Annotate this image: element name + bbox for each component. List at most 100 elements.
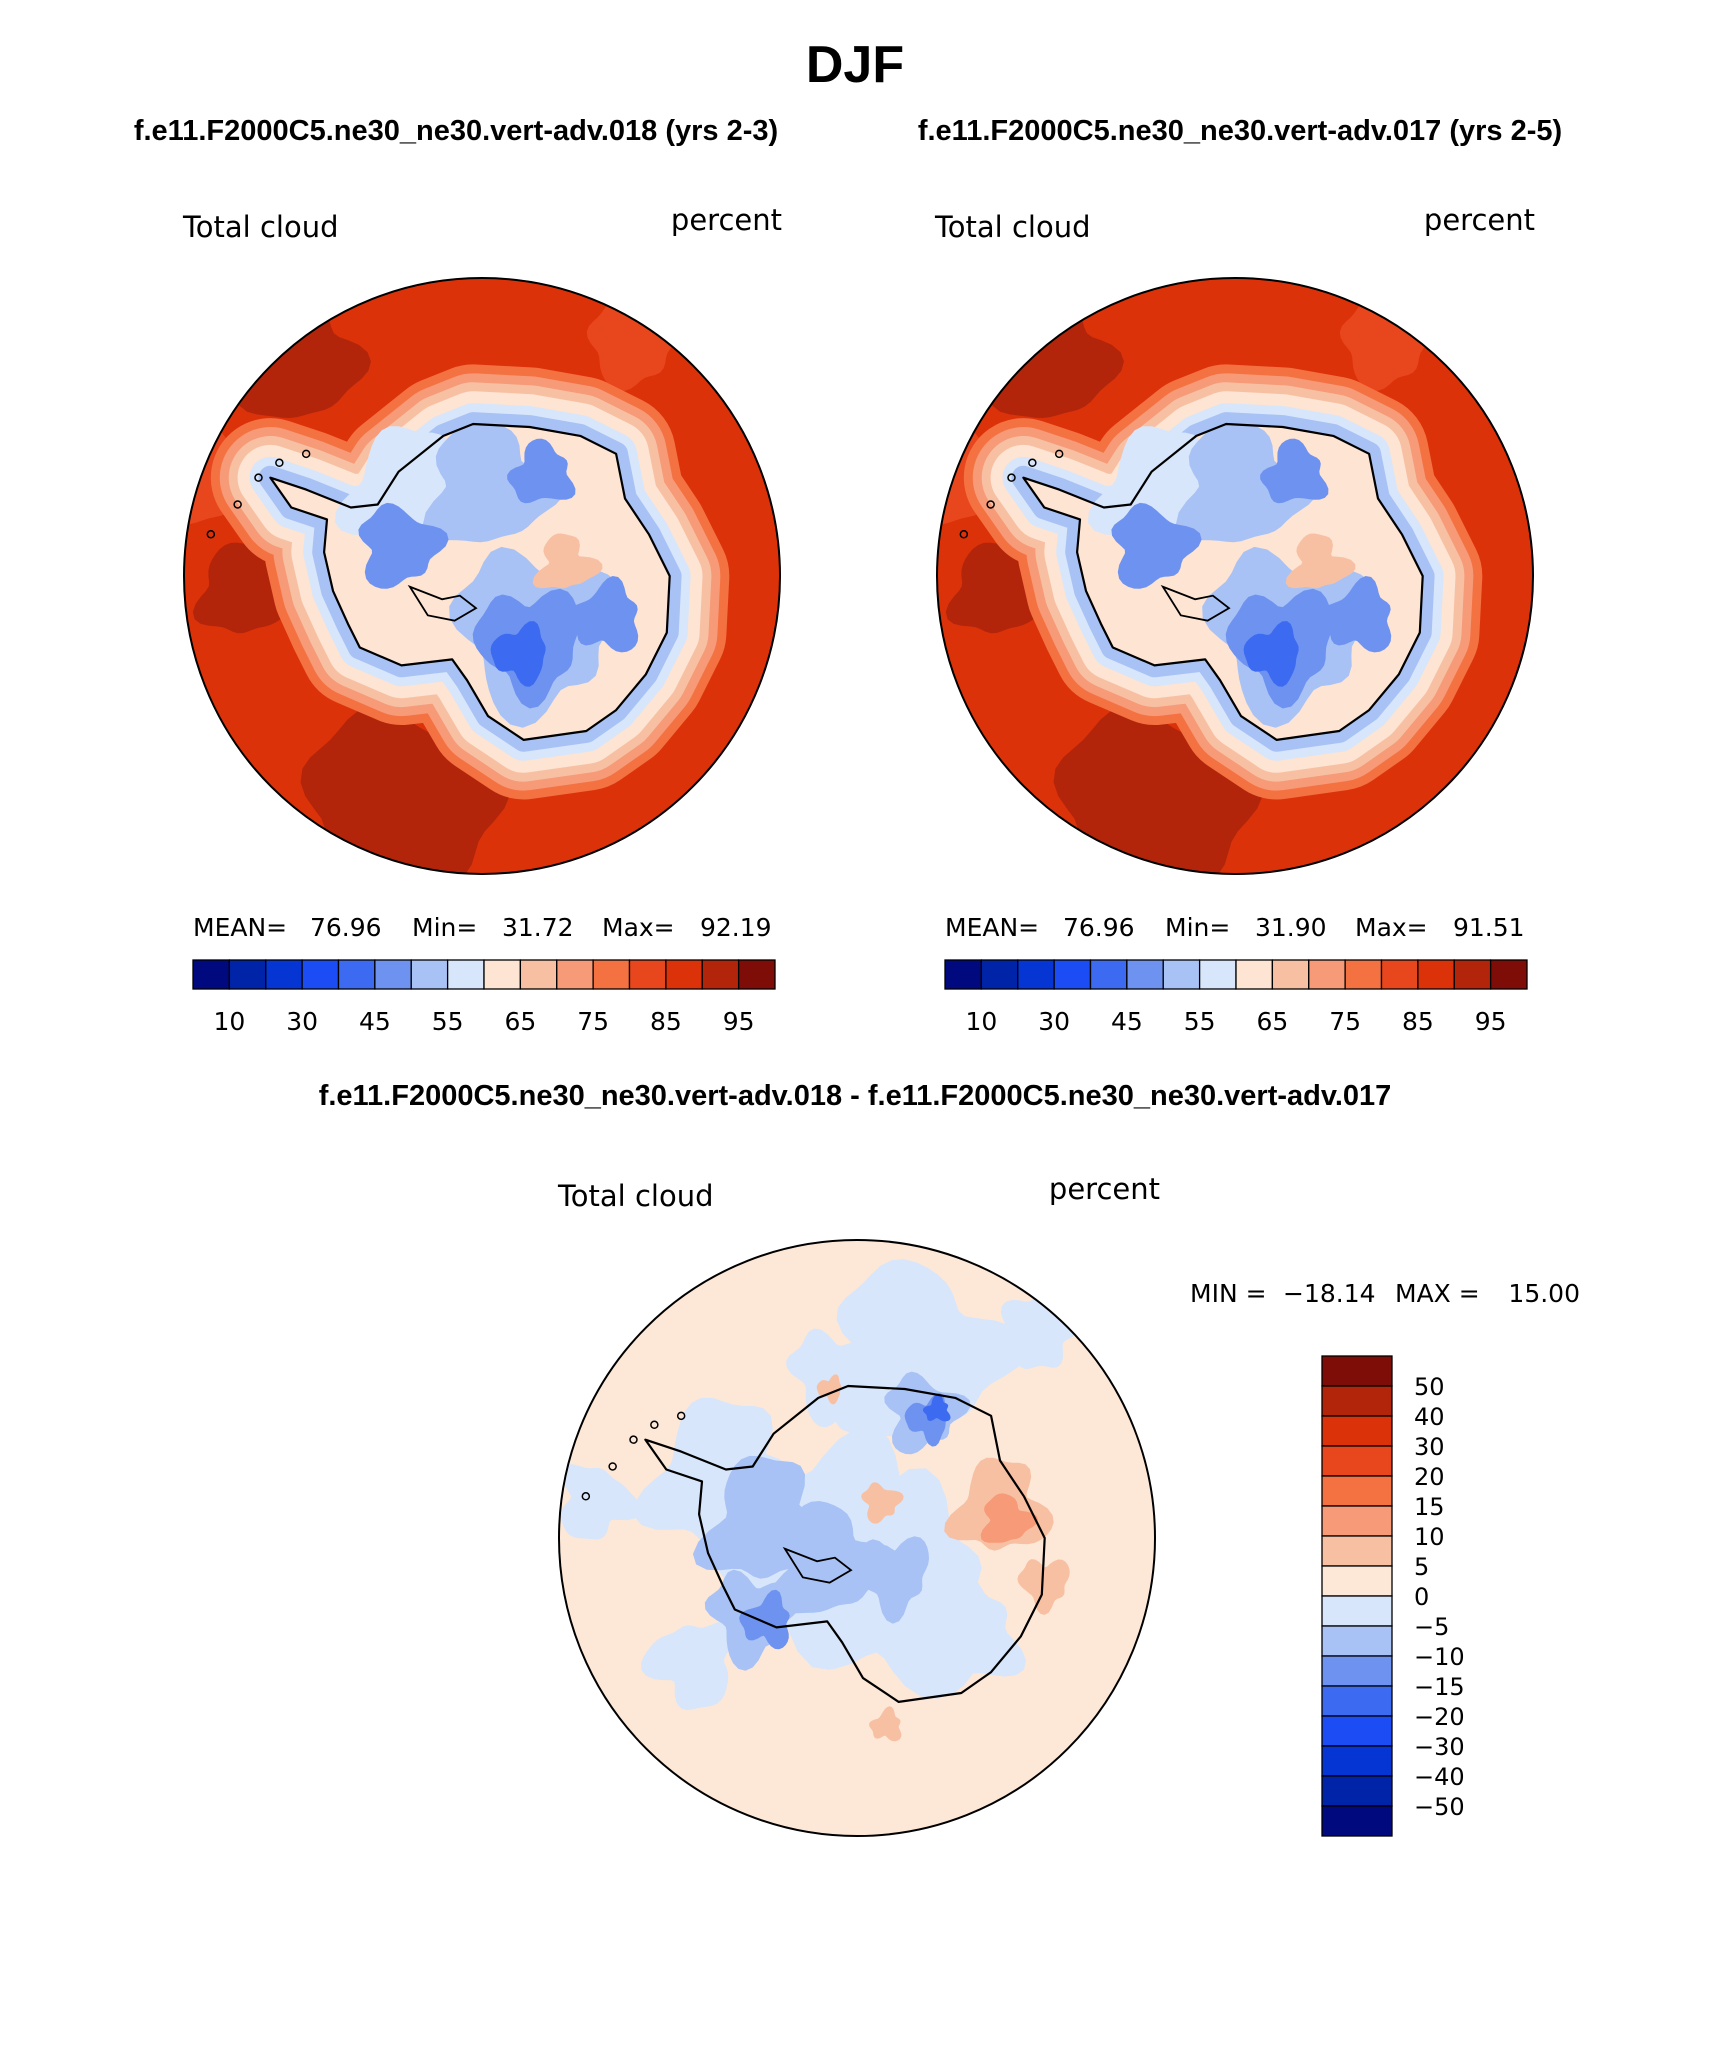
colorbar-swatch [519,959,558,990]
island-outline [959,530,969,539]
colorbar-tick-label: −15 [1414,1673,1465,1701]
colorbar-swatch [592,959,631,990]
continent-cloud-contour [507,438,576,504]
map-fill [184,278,780,874]
colorbar-swatch [1321,1475,1393,1507]
coastline [206,422,671,741]
right-max-label: Max= [1355,913,1428,942]
difference-min-label: MIN = [1190,1279,1267,1308]
antarctica-coastline [269,422,671,741]
colorbar-swatch [301,959,340,990]
colorbar-tick-label: 40 [1414,1403,1445,1431]
right-colorbar: 10 30 45 55 65 75 85 95 [944,959,1528,1036]
continent-cloud-contour [1321,576,1392,653]
colorbar-swatch [1308,959,1346,990]
island-outline [254,473,263,482]
island-outline [275,458,284,468]
difference-map-panel: Total cloud percent MIN = −18.14 MAX = 1… [557,1172,1580,1837]
colorbar-tick-label: 85 [1402,1007,1434,1036]
right-units-label: percent [1424,203,1535,237]
colorbar-swatch [1321,1685,1393,1717]
colorbar-tick-label: 85 [650,1007,682,1036]
map-fill [937,278,1533,874]
colorbar-swatch [665,959,703,990]
colorbar-swatch [1162,959,1201,990]
colorbar-tick-label: −5 [1414,1613,1449,1641]
island-outline [301,449,311,459]
colorbar-swatch [446,959,485,990]
colorbar-tick-label: 50 [1414,1373,1445,1401]
colorbar-swatch [980,959,1019,990]
colorbar-tick-label: 45 [359,1007,391,1036]
continent-cloud-contour [422,420,566,543]
colorbar-tick-label: −30 [1414,1733,1465,1761]
colorbar-tick-label: 15 [1414,1493,1445,1521]
colorbar-swatch [1198,959,1237,990]
colorbar-swatch [1321,1415,1393,1447]
difference-polar-map [558,1239,1156,1837]
left-polar-map [183,277,781,875]
colorbar-swatch [1017,959,1055,990]
left-colorbar: 10 30 45 55 65 75 85 95 [192,959,776,1036]
colorbar-tick-label: 30 [1038,1007,1070,1036]
colorbar-swatch [944,959,983,990]
colorbar-tick-label: −20 [1414,1703,1465,1731]
right-min-value: 31.90 [1255,913,1327,942]
colorbar-swatch [1321,1715,1393,1747]
difference-units-label: percent [1049,1172,1160,1206]
colorbar-tick-label: 30 [286,1007,318,1036]
colorbar-tick-label: 45 [1111,1007,1143,1036]
colorbar-swatch [410,959,449,990]
negative-band-0-minus5 [898,1568,1026,1686]
difference-variable-label: Total cloud [557,1179,713,1213]
colorbar-swatch [701,959,740,990]
colorbar-tick-label: 0 [1414,1583,1429,1611]
colorbar-tick-label: 65 [1256,1007,1288,1036]
colorbar-swatch [1321,1535,1393,1567]
map-border [183,277,781,875]
negative-band-0-minus5 [641,1620,738,1711]
colorbar-swatch [628,959,667,990]
colorbar-tick-label: 5 [1414,1553,1429,1581]
right-polar-map [936,277,1534,875]
colorbar-swatch [1321,1805,1393,1837]
island-outline [1007,473,1016,482]
colorbar-swatch [1489,959,1528,990]
colorbar-swatch [1344,959,1383,990]
colorbar-swatch [1321,1595,1393,1627]
map-fill [559,1240,1155,1836]
colorbar-swatch [228,959,267,990]
colorbar-tick-label: 95 [1475,1007,1507,1036]
right-mean-label: MEAN= [945,913,1039,942]
colorbar-tick-label: 30 [1414,1433,1445,1461]
island-outline [629,1435,638,1444]
island-outline [1028,458,1037,468]
colorbar-swatch [192,959,231,990]
negative-contour [851,1536,929,1624]
continent-cloud-contour [1175,420,1319,543]
colorbar-tick-label: 95 [723,1007,755,1036]
colorbar-tick-label: −50 [1414,1793,1465,1821]
colorbar-tick-label: −10 [1414,1643,1465,1671]
continent-cloud-contour [1243,621,1299,687]
negative-band-0-minus5 [832,1259,1029,1437]
difference-stats-line: MIN = −18.14 MAX = 15.00 [1190,1279,1580,1308]
colorbar-swatch [1089,959,1128,990]
colorbar-tick-label: 20 [1414,1463,1445,1491]
colorbar-swatch [1453,959,1492,990]
ice-shelf-outline [1160,584,1231,622]
colorbar-swatch [1235,959,1274,990]
continent-cloud-contour [490,621,546,687]
island-outline [650,1420,659,1430]
negative-contour [739,1589,790,1650]
left-variable-label: Total cloud [182,210,338,244]
left-map-panel: Total cloud percent MEAN= 76.96 Min= 31.… [182,203,782,1036]
left-min-label: Min= [412,913,477,942]
right-min-label: Min= [1165,913,1230,942]
left-units-label: percent [671,203,782,237]
colorbar-swatch [1321,1385,1393,1417]
island-outline [206,530,216,539]
colorbar-swatch [1321,1445,1393,1477]
island-outline [676,1411,686,1421]
